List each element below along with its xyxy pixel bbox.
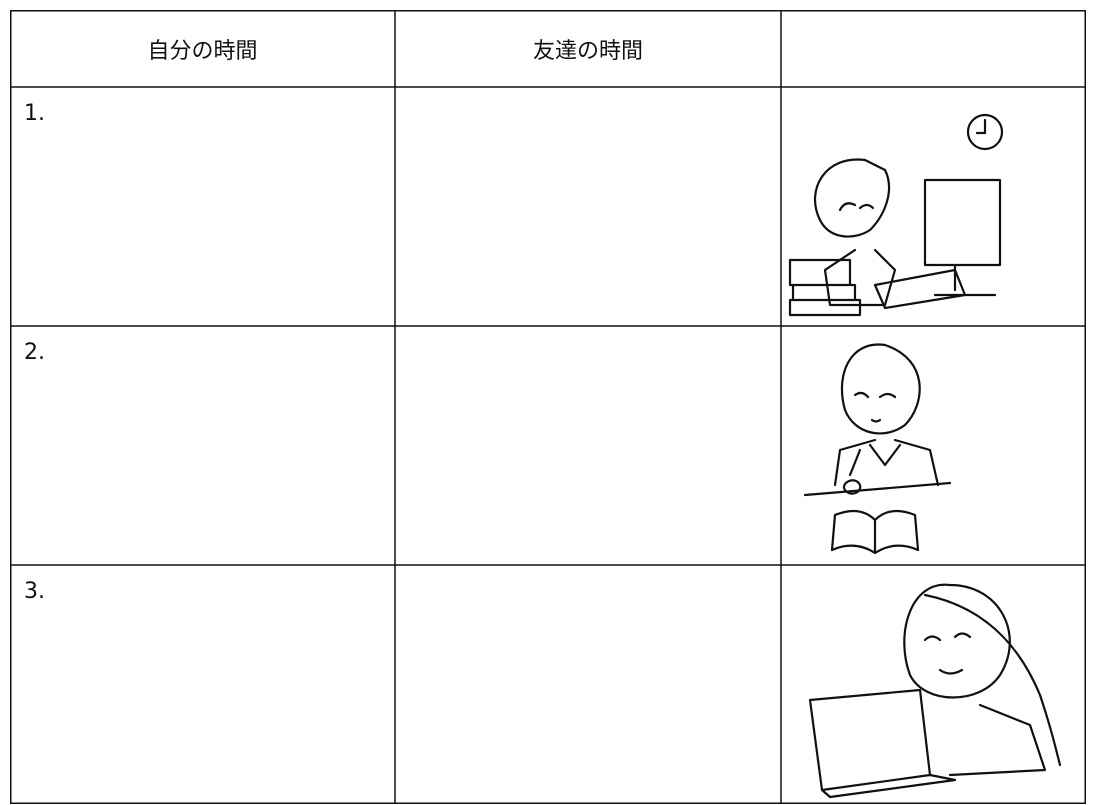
row-number: 2.	[24, 340, 45, 365]
row-number: 1.	[24, 101, 45, 126]
row-number: 3.	[24, 579, 45, 604]
header-cell: 友達の時間	[532, 38, 643, 64]
illustration-writing	[803, 343, 952, 555]
illustration-laptop	[808, 583, 1062, 799]
header-cell: 自分の時間	[147, 38, 258, 64]
illustration-computer	[788, 113, 1004, 317]
table-borders	[10, 10, 1086, 804]
